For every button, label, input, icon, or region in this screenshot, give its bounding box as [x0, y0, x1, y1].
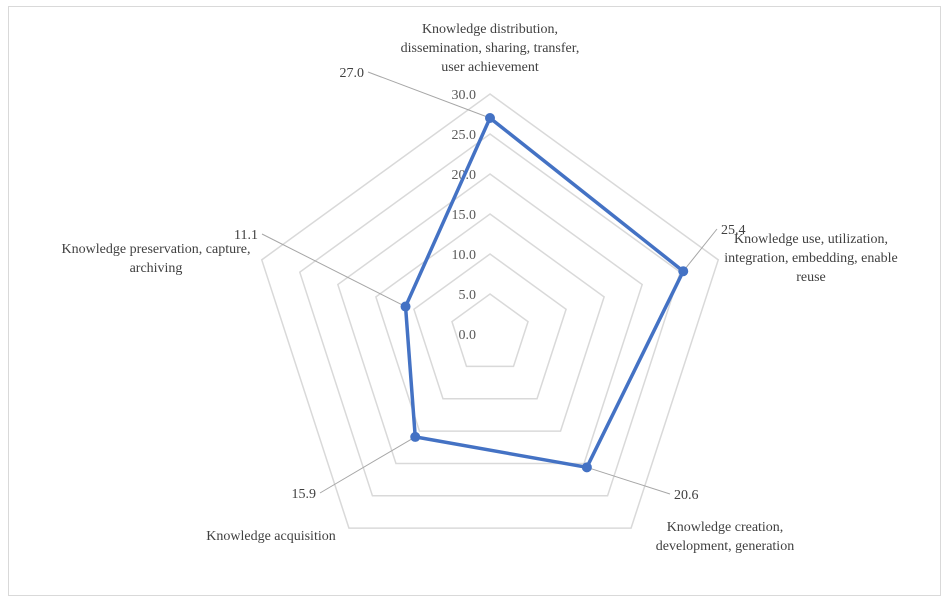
data-labels: 27.0 25.4 20.6 15.9 11.1	[234, 66, 745, 503]
data-label-leaders	[261, 71, 718, 495]
data-series	[400, 113, 689, 473]
data-point	[410, 431, 421, 442]
gridline-ring	[260, 93, 720, 529]
radar-grid	[260, 93, 720, 529]
data-label-creation: 20.6	[674, 488, 699, 503]
leader-line	[367, 71, 491, 119]
gridline-ring	[298, 133, 682, 497]
leader-line	[261, 233, 406, 308]
gridline-ring	[451, 293, 529, 368]
data-point	[678, 266, 689, 277]
data-point	[485, 113, 495, 123]
gridline-ring	[413, 253, 567, 400]
series-line	[403, 116, 686, 470]
category-label-distribution: Knowledge distribution, dissemination, s…	[400, 22, 580, 75]
category-label-use: Knowledge use, utilization, integration,…	[724, 232, 898, 285]
radial-tick-labels: 0.05.010.015.020.025.030.0	[452, 88, 477, 343]
data-point	[581, 462, 592, 473]
radial-tick-label: 15.0	[452, 208, 477, 223]
radial-tick-label: 30.0	[452, 88, 477, 103]
radial-tick-label: 10.0	[452, 248, 477, 263]
radial-tick-label: 0.0	[459, 328, 477, 343]
radial-tick-label: 5.0	[459, 288, 477, 303]
data-label-acquisition: 15.9	[292, 487, 317, 502]
category-label-preservation: Knowledge preservation, capture, archivi…	[61, 242, 251, 276]
data-label-distribution: 27.0	[340, 66, 365, 81]
data-point	[400, 301, 411, 312]
leader-line	[682, 228, 718, 272]
chart-area	[8, 6, 941, 596]
leader-line	[586, 466, 671, 495]
leader-line	[319, 436, 416, 494]
category-label-creation: Knowledge creation, development, generat…	[655, 520, 795, 554]
radial-tick-label: 25.0	[452, 128, 477, 143]
category-label-acquisition: Knowledge acquisition	[206, 529, 336, 544]
gridline-ring	[336, 173, 644, 465]
data-label-use: 25.4	[721, 223, 746, 238]
data-label-preservation: 11.1	[234, 228, 258, 243]
gridline-ring	[374, 213, 606, 432]
